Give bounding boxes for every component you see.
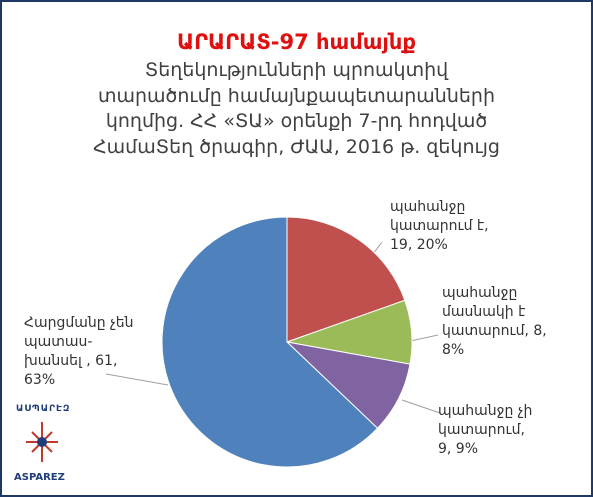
leader-line	[105, 373, 169, 386]
logo-text: ASPAREZ	[14, 472, 65, 483]
slice-label: պահանջը մասնակի է կատարում,	[442, 285, 529, 339]
pie-slice	[161, 216, 379, 468]
subtitle: Տեղեկությունների պրոակտիվ տարածումը համա…	[2, 58, 591, 160]
value-label: 61, 63%	[24, 353, 118, 388]
data-label: պահանջը կատարում է, 19, 20%	[390, 198, 490, 255]
pie-slice	[286, 216, 406, 343]
data-label: Հարցմանը չեն պատաս-խանսել , 61, 63%	[24, 314, 134, 390]
slice-label: պահանջը կատարում է,	[390, 199, 489, 234]
leader-line	[401, 399, 441, 414]
chart-title: ԱՐԱՐԱՏ-97 համայնք	[177, 30, 416, 54]
logo-icon	[26, 422, 58, 462]
data-label: պահանջը չի կատարում, 9, 9%	[438, 402, 538, 459]
value-label: 9, 9%	[438, 441, 479, 457]
slice-label: Հարցմանը չեն պատաս-խանսել ,	[24, 315, 134, 369]
value-label: 19, 20%	[390, 237, 448, 253]
logo-text: ԱՍՊԱՐԷԶ	[16, 404, 71, 414]
data-label: պահանջը մասնակի է կատարում, 8, 8%	[442, 284, 552, 360]
subtitle-line: կողմից. ՀՀ «ՏԱ» օրենքի 7-րդ հոդված	[105, 110, 488, 132]
subtitle-line: Տեղեկությունների պրոակտիվ	[144, 59, 449, 81]
subtitle-line: տարածումը համայնքապետարանների	[97, 84, 496, 107]
slice-label: պահանջը չի կատարում,	[438, 403, 533, 438]
subtitle-line: ՀամաՏեղ ծրագիր, ԺԱԱ, 2016 թ. զեկույց	[93, 135, 500, 158]
value-label: 8, 8%	[442, 323, 547, 358]
